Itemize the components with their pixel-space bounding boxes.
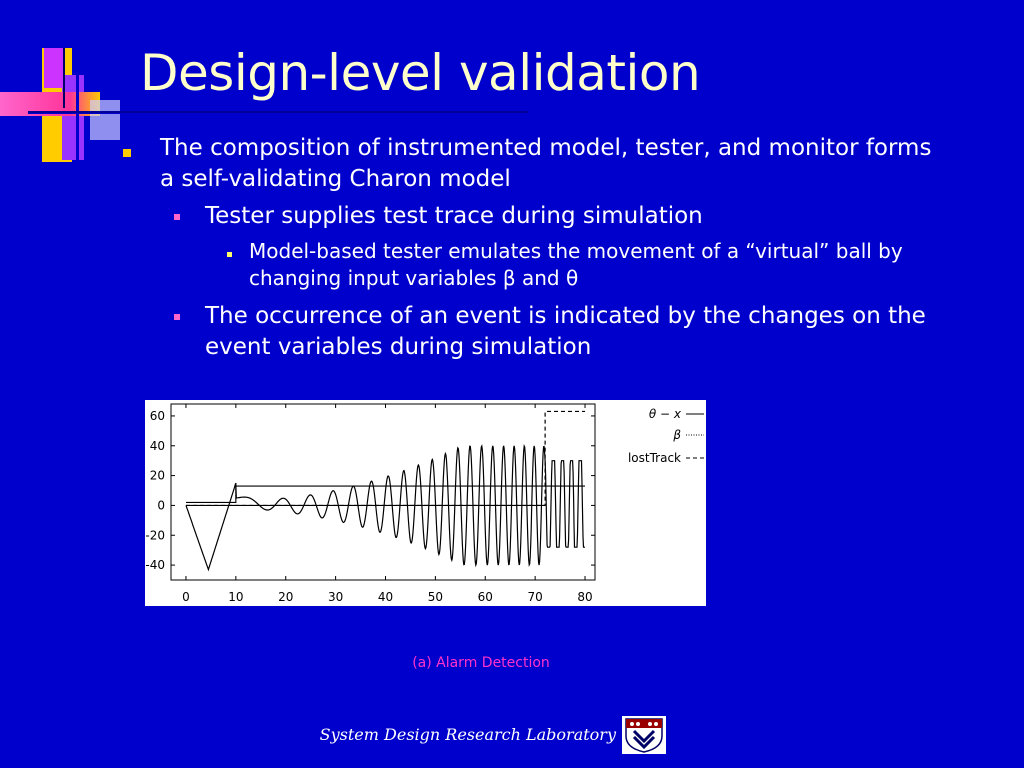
deco-block-purple [62, 75, 84, 160]
alarm-detection-chart: 0 10 20 30 40 50 60 70 80 60 40 20 0 -20 -40 θ − x β lost… [145, 403, 704, 604]
legend-label: lostTrack [628, 451, 681, 465]
bullet-marker [174, 214, 180, 220]
y-tick-label: 20 [150, 469, 165, 483]
deco-line-vertical-2 [63, 48, 65, 108]
x-tick-label: 20 [278, 590, 293, 604]
bullet-marker [174, 314, 180, 320]
x-tick-label: 30 [328, 590, 343, 604]
x-tick-label: 0 [182, 590, 190, 604]
y-tick-label: 40 [150, 439, 165, 453]
chart-panel: 0 10 20 30 40 50 60 70 80 60 40 20 0 -20 -40 θ − x β lost… [145, 400, 706, 606]
title-underline [28, 111, 528, 113]
y-tick-label: -40 [145, 558, 165, 572]
plot-frame [170, 403, 596, 581]
legend-label: θ − x [649, 407, 682, 421]
footer-lab-name: System Design Research Laboratory [319, 725, 616, 744]
university-logo [622, 716, 666, 754]
y-tick-label: -20 [145, 528, 165, 542]
y-tick-label: 60 [150, 409, 165, 423]
deco-block-violet [44, 48, 64, 88]
x-tick-label: 80 [577, 590, 592, 604]
x-tick-label: 40 [378, 590, 393, 604]
bullet-level2: The occurrence of an event is indicated … [205, 303, 926, 360]
bullet-marker [227, 252, 232, 257]
deco-block-lightgray [90, 100, 120, 140]
series-theta-minus-x [185, 444, 585, 572]
bullet-marker [123, 149, 131, 157]
x-tick-label: 10 [228, 590, 243, 604]
corner-decoration [0, 0, 130, 170]
legend-label: β [672, 428, 681, 442]
x-tick-label: 60 [478, 590, 493, 604]
series-beta [185, 485, 586, 503]
bullet-level2: Tester supplies test trace during simula… [205, 203, 703, 229]
y-tick-label: 0 [157, 498, 165, 512]
shield-logo-icon [625, 718, 663, 753]
bullet-level1: The composition of instrumented model, t… [160, 135, 932, 192]
x-tick-label: 70 [528, 590, 543, 604]
slide-title: Design-level validation [140, 44, 701, 102]
figure-caption: (a) Alarm Detection [412, 655, 550, 671]
x-tick-label: 50 [428, 590, 443, 604]
series-losttrack [185, 410, 586, 507]
deco-line-vertical [76, 48, 79, 166]
bullet-level3: Model-based tester emulates the movement… [249, 239, 903, 290]
